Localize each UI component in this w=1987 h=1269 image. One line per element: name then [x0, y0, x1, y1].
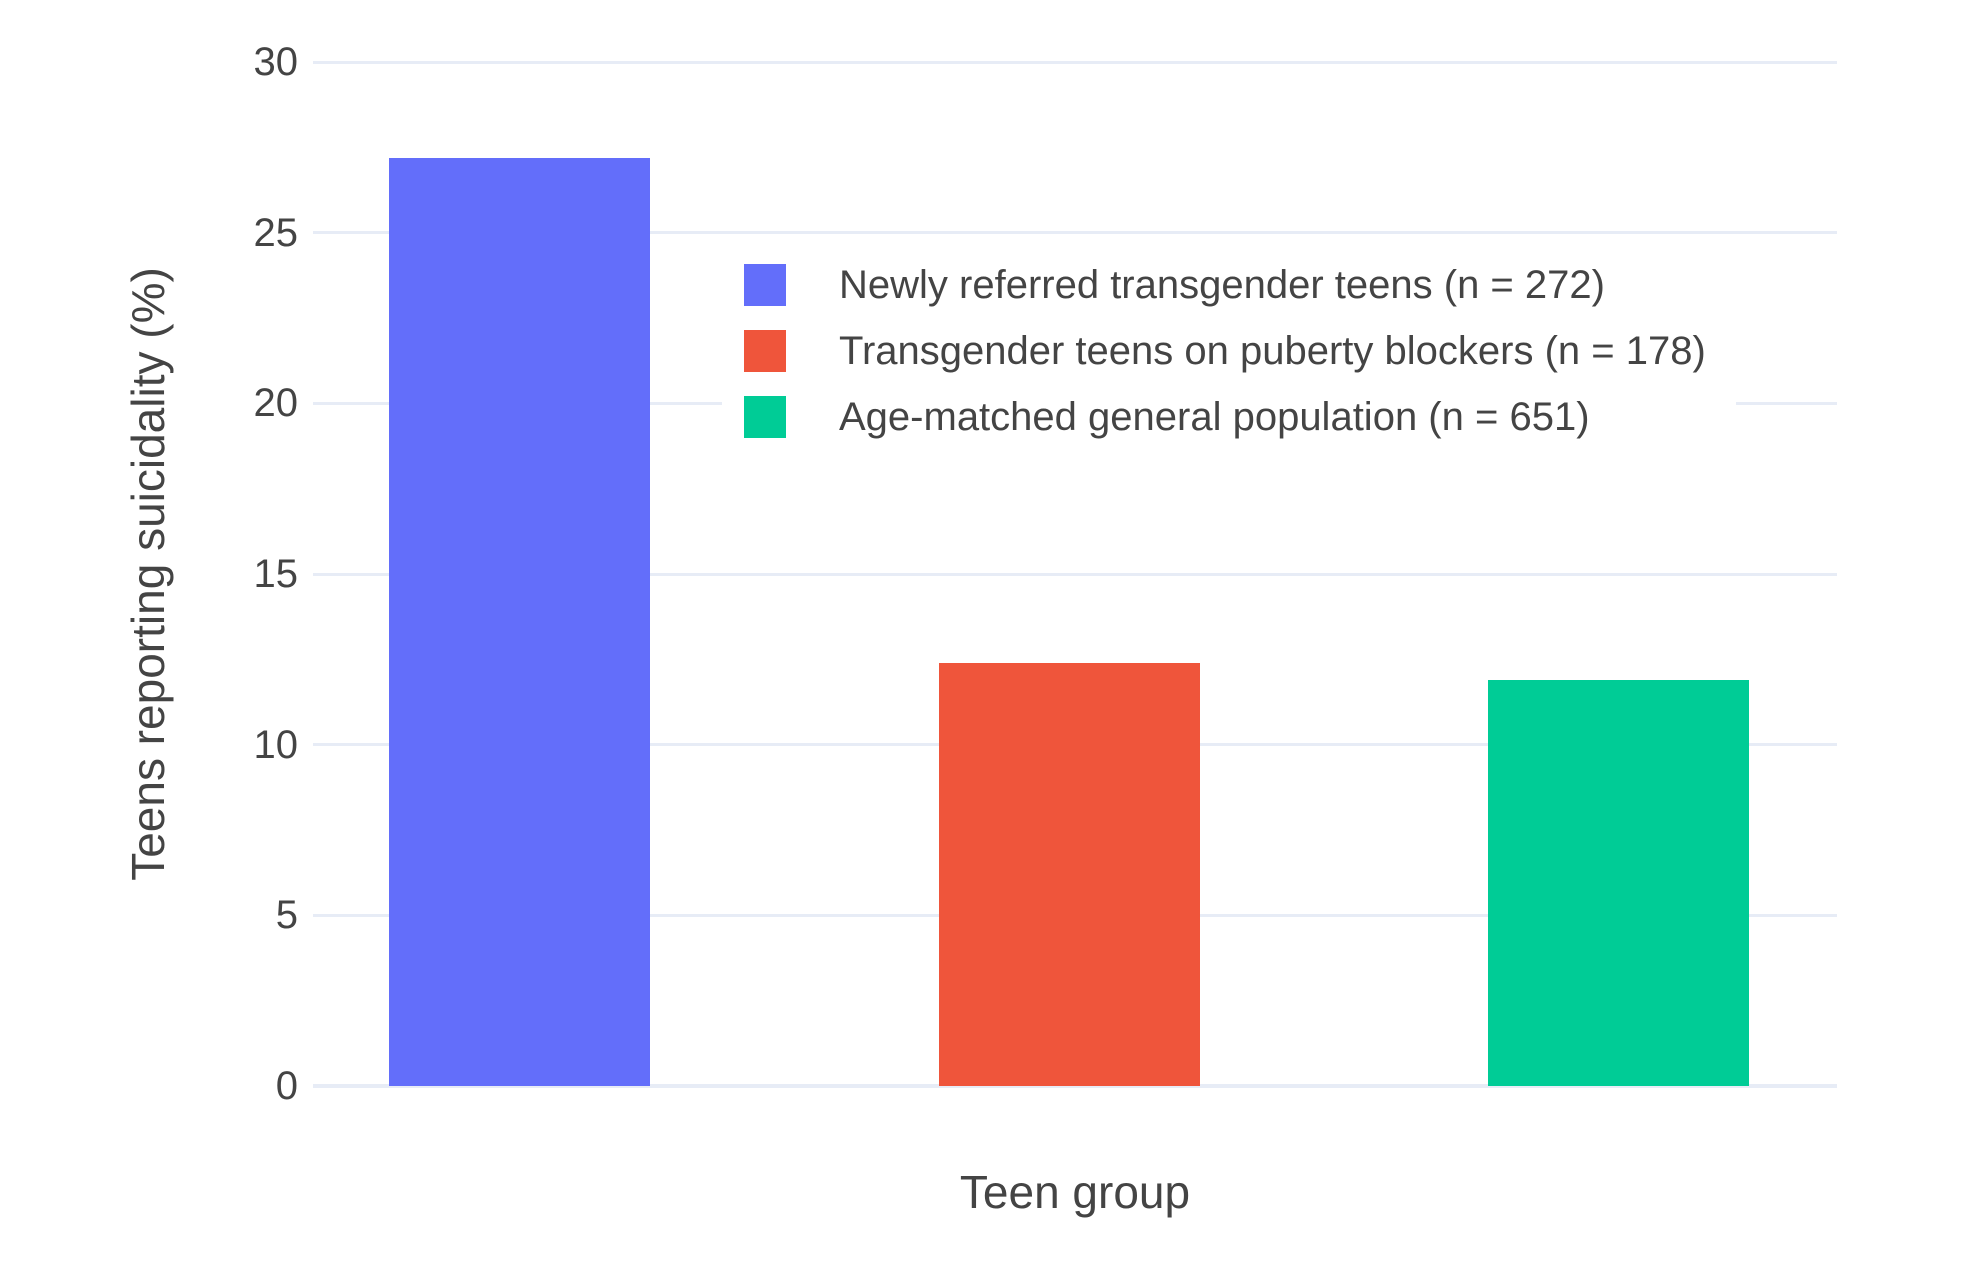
- x-axis-zeroline: [313, 1084, 1837, 1088]
- y-tick-label: 0: [275, 1064, 298, 1108]
- legend: Newly referred transgender teens (n = 27…: [722, 252, 1736, 452]
- y-tick-label: 25: [253, 210, 299, 255]
- legend-swatch-icon: [744, 264, 786, 306]
- legend-swatch-icon: [744, 396, 786, 438]
- legend-item[interactable]: Age-matched general population (n = 651): [744, 396, 1706, 438]
- legend-label: Age-matched general population (n = 651): [839, 395, 1590, 439]
- bar-general-population[interactable]: [1488, 679, 1749, 1086]
- y-tick-label: 5: [275, 893, 298, 938]
- legend-item[interactable]: Transgender teens on puberty blockers (n…: [744, 330, 1706, 372]
- gridline: [313, 231, 1837, 235]
- y-tick-label: 30: [253, 40, 299, 84]
- legend-label: Newly referred transgender teens (n = 27…: [839, 263, 1605, 307]
- y-tick-label: 15: [253, 552, 299, 596]
- x-axis-title: Teen group: [959, 1166, 1191, 1218]
- y-tick-label: 20: [253, 381, 299, 426]
- legend-label: Transgender teens on puberty blockers (n…: [839, 329, 1706, 373]
- gridline: [313, 572, 1837, 576]
- bar-newly-referred-teens[interactable]: [389, 157, 650, 1086]
- legend-item[interactable]: Newly referred transgender teens (n = 27…: [744, 264, 1706, 306]
- legend-swatch-icon: [744, 330, 786, 372]
- bar-puberty-blockers-teens[interactable]: [938, 662, 1200, 1086]
- y-tick-label: 10: [253, 722, 299, 767]
- gridline: [313, 60, 1837, 64]
- y-axis-title: Teens reporting suicidality (%): [122, 267, 174, 881]
